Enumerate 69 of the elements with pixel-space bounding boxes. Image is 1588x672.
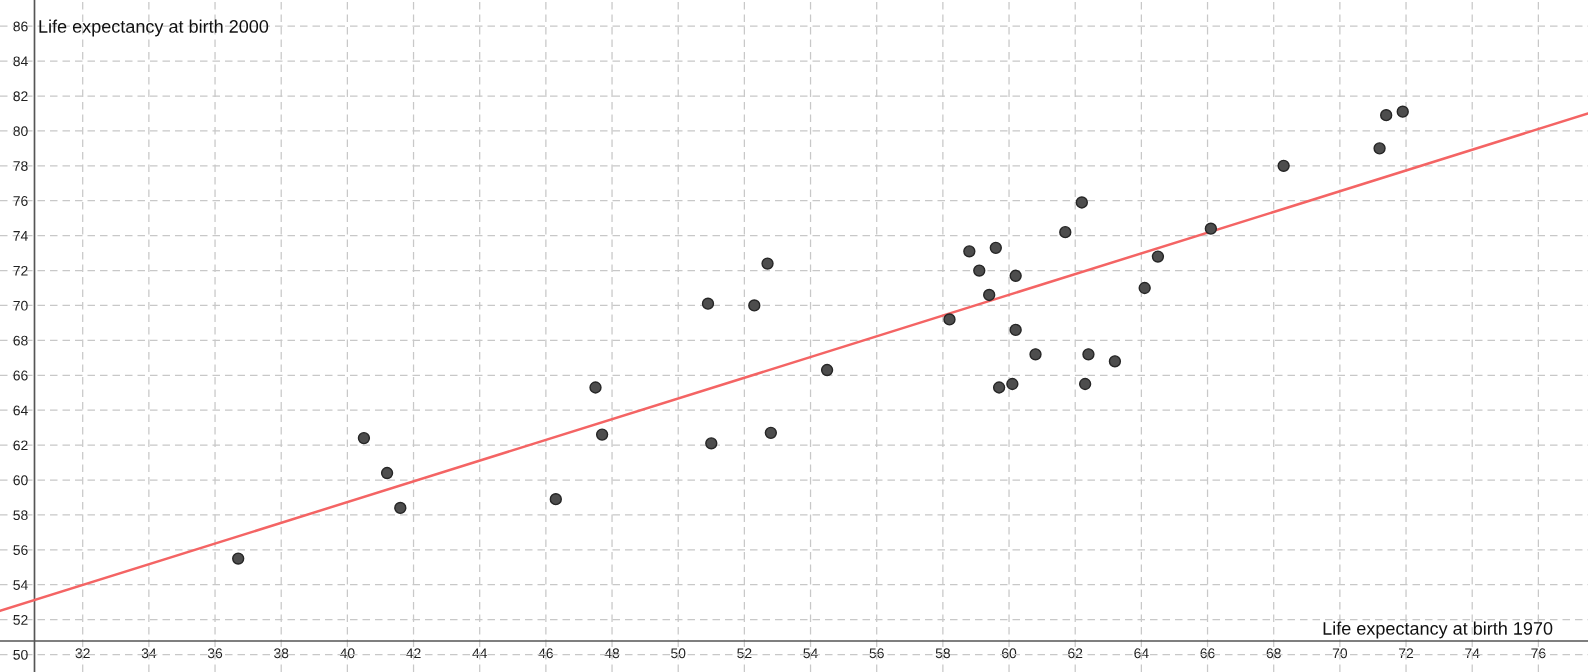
point <box>973 264 986 277</box>
y-tick-label: 86 <box>13 21 28 32</box>
y-tick-label: 84 <box>13 56 28 67</box>
point <box>1396 105 1409 118</box>
point <box>1082 348 1095 361</box>
point <box>761 257 774 270</box>
point <box>764 426 778 440</box>
x-tick-label: 36 <box>207 648 223 659</box>
y-tick-label: 54 <box>13 580 28 590</box>
x-tick-label: 44 <box>472 648 488 659</box>
point <box>983 288 996 302</box>
x-tick-label: 54 <box>803 648 818 659</box>
x-tick-label: 38 <box>274 648 289 659</box>
x-tick-label: 32 <box>75 648 90 659</box>
point <box>357 431 371 445</box>
point <box>1204 222 1218 235</box>
x-tick-label: 34 <box>141 648 157 659</box>
point <box>380 466 394 480</box>
y-tick-label: 64 <box>13 405 28 416</box>
point <box>963 245 976 258</box>
point <box>1138 281 1151 295</box>
point <box>1009 323 1022 337</box>
point <box>1373 142 1386 155</box>
y-tick-label: 70 <box>13 300 28 311</box>
point <box>992 381 1006 394</box>
point <box>1151 250 1165 263</box>
point <box>595 428 609 441</box>
x-tick-label: 60 <box>1002 648 1017 659</box>
point <box>1029 348 1042 361</box>
y-tick-label: 76 <box>13 196 28 206</box>
point <box>1059 225 1072 239</box>
point <box>989 241 1002 255</box>
y-tick-label: 66 <box>13 370 28 381</box>
x-tick-label: 70 <box>1332 648 1348 659</box>
point <box>701 297 715 310</box>
y-tick-label: 60 <box>13 475 28 486</box>
x-tick-label: 52 <box>737 648 752 659</box>
y-axis-title: Life expectancy at birth 2000 <box>39 19 269 37</box>
y-tick-label: 56 <box>13 545 28 555</box>
point <box>1009 269 1022 282</box>
point <box>1108 355 1122 368</box>
point <box>1380 109 1393 122</box>
x-tick-label: 56 <box>869 648 884 659</box>
y-tick-label: 82 <box>13 91 28 102</box>
x-tick-label: 72 <box>1399 648 1414 659</box>
point <box>1006 377 1019 391</box>
y-tick-label: 78 <box>13 161 28 171</box>
point <box>1075 196 1088 209</box>
x-axis-title: Life expectancy at birth 1970 <box>1323 621 1553 639</box>
y-tick-label: 74 <box>13 231 28 241</box>
point <box>1078 377 1092 391</box>
y-tick-label: 62 <box>13 440 28 451</box>
point <box>589 381 602 394</box>
x-tick-label: 76 <box>1531 648 1546 659</box>
point <box>1277 159 1290 172</box>
point <box>820 363 834 377</box>
point <box>943 313 956 326</box>
y-tick-label: 68 <box>13 335 28 346</box>
y-tick-label: 80 <box>13 126 28 137</box>
point <box>705 437 718 450</box>
y-tick-label: 72 <box>13 265 28 276</box>
point <box>748 299 761 312</box>
point <box>232 552 245 565</box>
y-tick-label: 58 <box>13 510 28 521</box>
x-tick-label: 58 <box>935 648 950 659</box>
point <box>394 501 407 515</box>
y-tick-label: 52 <box>13 614 28 625</box>
point <box>549 493 562 506</box>
x-tick-label: 74 <box>1465 648 1480 659</box>
